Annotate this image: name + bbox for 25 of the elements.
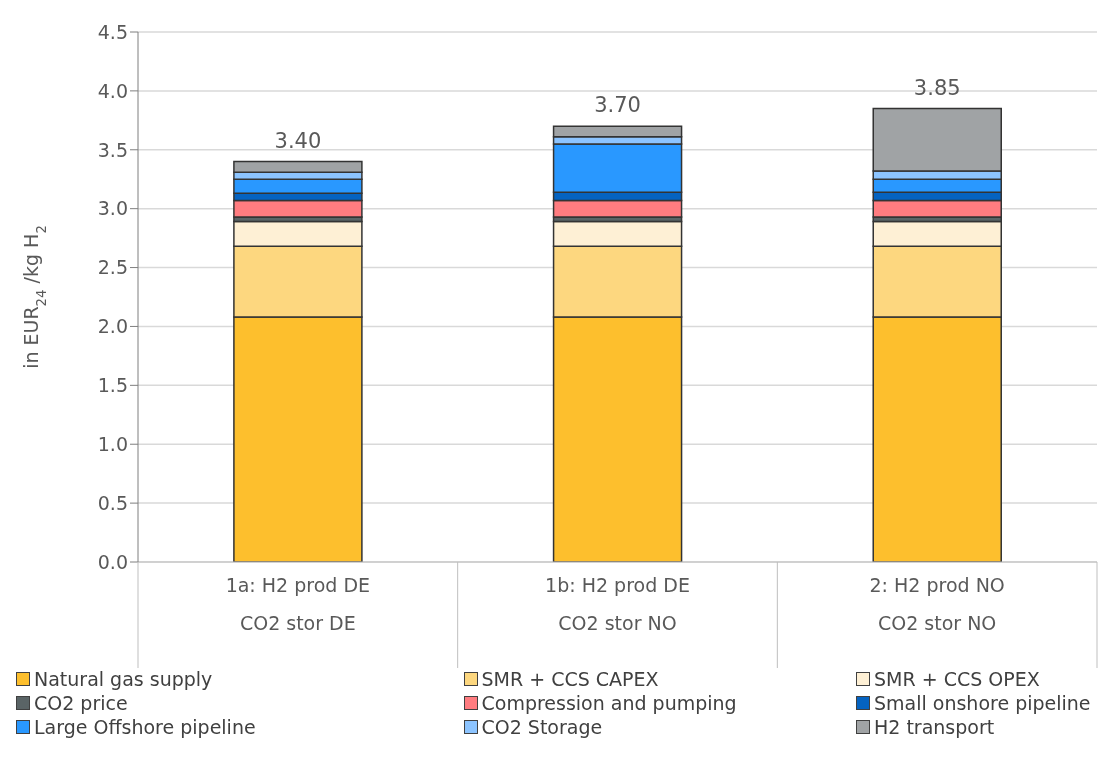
- legend-label: Large Offshore pipeline: [34, 716, 256, 738]
- y-tick-label: 2.5: [97, 256, 128, 279]
- y-tick-label: 1.5: [97, 374, 128, 397]
- legend-label: Natural gas supply: [34, 668, 213, 690]
- x-tick-label: 1a: H2 prod DE CO2 stor DE: [225, 574, 371, 634]
- legend-label: Compression and pumping: [481, 692, 737, 714]
- total-label: 3.40: [274, 128, 322, 153]
- legend-label: SMR + CCS OPEX: [874, 668, 1040, 690]
- y-tick-label: 4.0: [97, 79, 128, 102]
- legend-label: H2 transport: [874, 716, 995, 738]
- x-tick-label: 2: H2 prod NO CO2 stor NO: [869, 574, 1005, 634]
- legend-label: CO2 price: [34, 692, 128, 714]
- total-label: 3.85: [913, 75, 961, 100]
- y-tick-label: 0.5: [97, 491, 128, 514]
- y-tick-label: 0.0: [97, 550, 128, 573]
- y-tick-label: 3.5: [97, 138, 128, 161]
- legend-label: CO2 Storage: [481, 716, 603, 738]
- total-label: 3.70: [594, 93, 641, 118]
- y-tick-label: 1.0: [97, 432, 128, 455]
- y-tick-label: 2.0: [97, 315, 128, 338]
- legend-label: SMR + CCS CAPEX: [481, 668, 659, 690]
- y-tick-label: 4.5: [97, 20, 128, 43]
- legend-label: Small onshore pipeline: [874, 692, 1091, 714]
- x-tick-label: 1b: H2 prod DE CO2 stor NO: [545, 574, 690, 634]
- y-tick-label: 3.0: [97, 197, 128, 220]
